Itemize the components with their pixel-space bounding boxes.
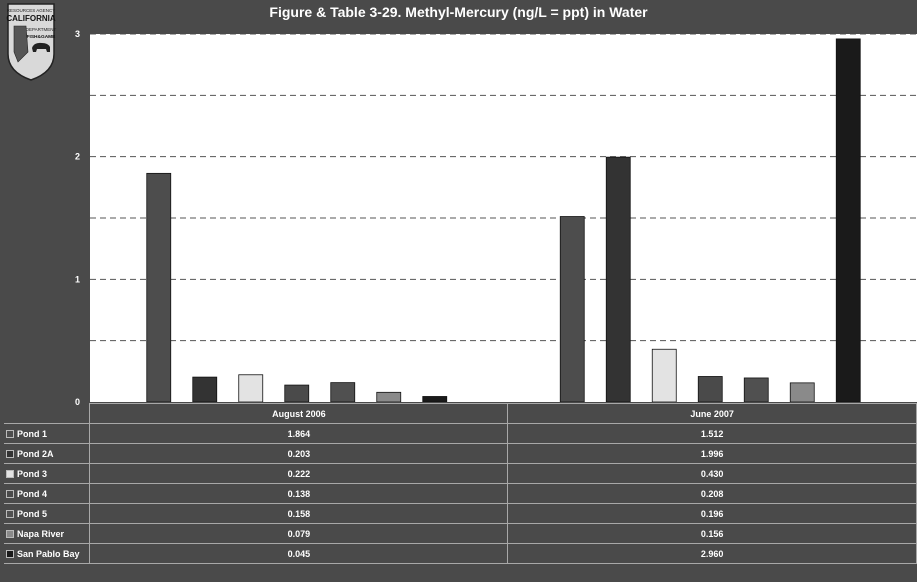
series-name: Pond 3 bbox=[17, 468, 48, 479]
bar bbox=[697, 376, 723, 402]
logo-line-1: RESOURCES AGENCY bbox=[7, 8, 56, 13]
series-name: Pond 4 bbox=[17, 488, 48, 499]
data-cell: 0.196 bbox=[507, 503, 917, 524]
data-cell: 0.430 bbox=[507, 463, 917, 484]
bar bbox=[192, 376, 218, 402]
y-axis: 0 1 2 3 bbox=[75, 29, 80, 407]
legend-swatch bbox=[6, 490, 14, 499]
series-label: Pond 4 bbox=[4, 483, 91, 504]
cdfg-logo: RESOURCES AGENCY CALIFORNIA DEPARTMENT F… bbox=[6, 3, 57, 81]
data-cell: 0.158 bbox=[89, 503, 509, 524]
bar bbox=[743, 377, 769, 402]
plot-area bbox=[90, 34, 917, 402]
grid-lines bbox=[90, 34, 917, 342]
bar bbox=[651, 348, 677, 402]
bar bbox=[146, 172, 172, 402]
series-name: Napa River bbox=[17, 528, 65, 539]
bar bbox=[422, 396, 448, 402]
y-tick-label: 3 bbox=[75, 29, 80, 39]
series-name: Pond 5 bbox=[17, 508, 48, 519]
data-cell: 2.960 bbox=[507, 543, 917, 564]
data-cell: 1.864 bbox=[89, 423, 509, 444]
data-cell: 0.222 bbox=[89, 463, 509, 484]
legend-swatch bbox=[6, 470, 14, 479]
bar bbox=[330, 382, 356, 402]
data-cell: 0.208 bbox=[507, 483, 917, 504]
legend-swatch bbox=[6, 510, 14, 519]
series-label: Napa River bbox=[4, 523, 91, 544]
bear-icon bbox=[32, 42, 50, 52]
series-label: Pond 5 bbox=[4, 503, 91, 524]
data-cell: 1.996 bbox=[507, 443, 917, 464]
table-header-row: August 2006 June 2007 bbox=[4, 403, 917, 424]
data-cell: 1.512 bbox=[507, 423, 917, 444]
bar bbox=[559, 216, 585, 402]
chart-title: Figure & Table 3-29. Methyl-Mercury (ng/… bbox=[269, 4, 648, 20]
series-label: San Pablo Bay bbox=[4, 543, 91, 564]
series-label: Pond 2A bbox=[4, 443, 91, 464]
table-row: Napa River 0.079 0.156 bbox=[4, 523, 917, 544]
legend-swatch bbox=[6, 530, 14, 539]
data-cell: 0.079 bbox=[89, 523, 509, 544]
y-tick-label: 0 bbox=[75, 397, 80, 407]
bar bbox=[605, 156, 631, 402]
table-row: Pond 4 0.138 0.208 bbox=[4, 483, 917, 504]
table-corner bbox=[4, 403, 91, 424]
logo-line-3: DEPARTMENT bbox=[26, 27, 57, 32]
bars bbox=[146, 38, 861, 402]
column-header: August 2006 bbox=[89, 403, 509, 424]
series-label: Pond 3 bbox=[4, 463, 91, 484]
y-tick-label: 1 bbox=[75, 274, 80, 284]
series-name: Pond 1 bbox=[17, 428, 48, 439]
logo-line-4: FISH&GAME bbox=[27, 34, 57, 40]
bar bbox=[238, 374, 264, 402]
data-cell: 0.156 bbox=[507, 523, 917, 544]
table-row: Pond 1 1.864 1.512 bbox=[4, 423, 917, 444]
column-header: June 2007 bbox=[507, 403, 917, 424]
table-row: Pond 2A 0.203 1.996 bbox=[4, 443, 917, 464]
table-row: Pond 5 0.158 0.196 bbox=[4, 503, 917, 524]
logo-line-2: CALIFORNIA bbox=[6, 14, 56, 23]
legend-swatch bbox=[6, 430, 14, 439]
series-name: San Pablo Bay bbox=[17, 548, 80, 559]
data-cell: 0.138 bbox=[89, 483, 509, 504]
legend-swatch bbox=[6, 550, 14, 559]
bar bbox=[284, 384, 310, 402]
y-tick-label: 2 bbox=[75, 152, 80, 162]
bar bbox=[789, 382, 815, 402]
legend-swatch bbox=[6, 450, 14, 459]
bar-chart bbox=[90, 34, 917, 402]
table-row: San Pablo Bay 0.045 2.960 bbox=[4, 543, 917, 564]
series-name: Pond 2A bbox=[17, 448, 54, 459]
data-table: August 2006 June 2007 Pond 1 1.864 1.512 Po… bbox=[4, 403, 917, 564]
data-cell: 0.203 bbox=[89, 443, 509, 464]
data-cell: 0.045 bbox=[89, 543, 509, 564]
table-row: Pond 3 0.222 0.430 bbox=[4, 463, 917, 484]
series-label: Pond 1 bbox=[4, 423, 91, 444]
bar bbox=[376, 391, 402, 402]
bar bbox=[835, 38, 861, 402]
